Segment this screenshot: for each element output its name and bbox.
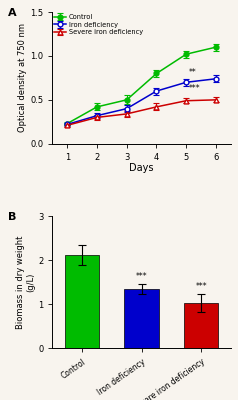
- Bar: [124, 289, 159, 348]
- X-axis label: Days: Days: [129, 163, 154, 173]
- Text: ***: ***: [136, 272, 147, 281]
- Text: ***: ***: [188, 84, 200, 93]
- Bar: [65, 255, 99, 348]
- Y-axis label: Optical density at 750 nm: Optical density at 750 nm: [18, 23, 27, 132]
- Text: B: B: [8, 212, 16, 222]
- Text: **: **: [188, 68, 196, 77]
- Text: ***: ***: [195, 282, 207, 291]
- Text: A: A: [8, 8, 16, 18]
- Y-axis label: Biomass in dry weight
(g/L): Biomass in dry weight (g/L): [16, 236, 35, 329]
- Bar: [184, 303, 218, 348]
- Legend: Control, Iron deficiency, Severe iron deficiency: Control, Iron deficiency, Severe iron de…: [54, 13, 144, 36]
